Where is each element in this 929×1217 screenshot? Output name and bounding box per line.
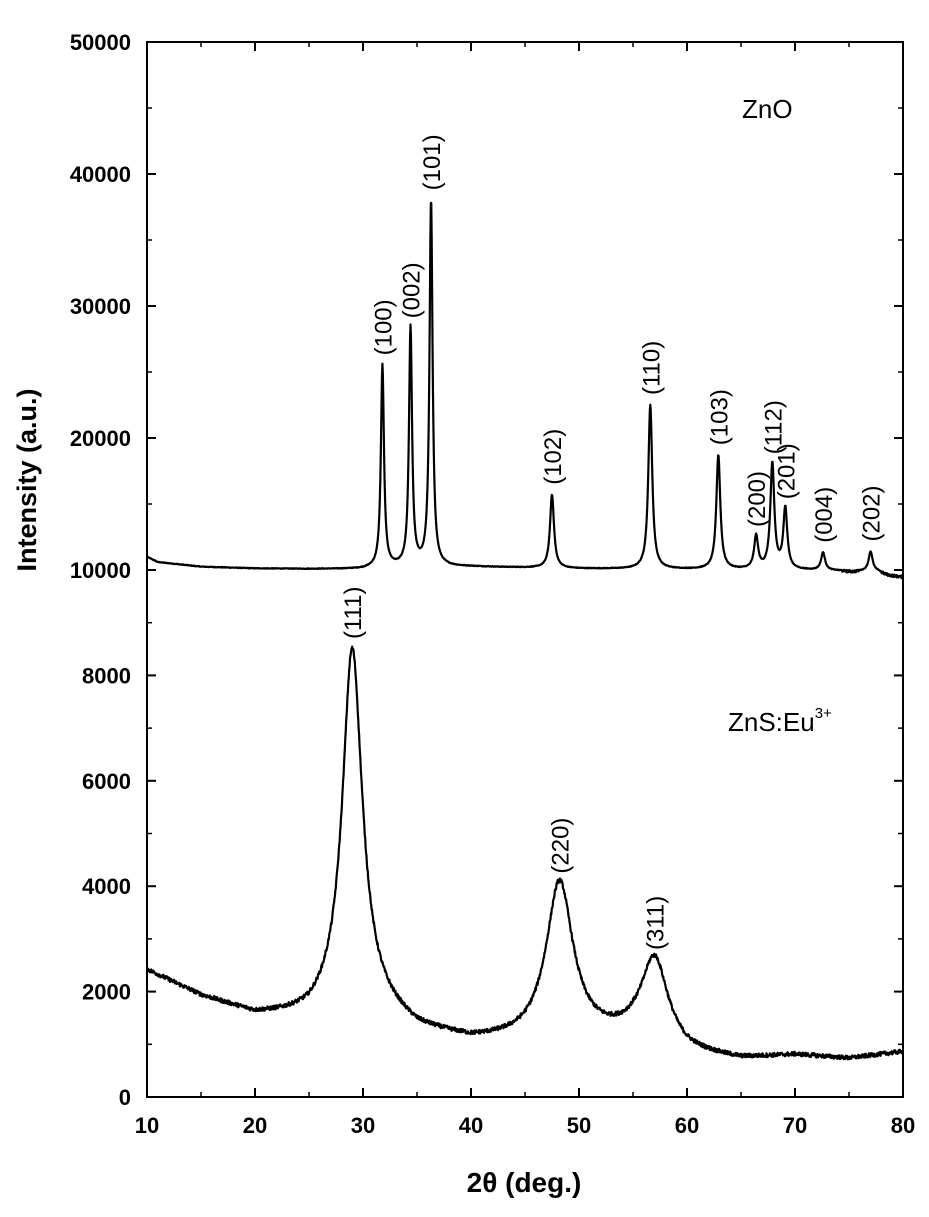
peak-label: (002) bbox=[399, 262, 426, 318]
x-tick-label: 60 bbox=[675, 1113, 699, 1138]
series-name-label: ZnS:Eu3+ bbox=[728, 705, 832, 737]
peak-label: (311) bbox=[643, 896, 670, 950]
y-axis-title: Intensity (a.u.) bbox=[12, 388, 42, 571]
y-tick-label: 30000 bbox=[70, 294, 131, 319]
series-name-superscript: 3+ bbox=[815, 705, 832, 722]
y-tick-label: 20000 bbox=[70, 426, 131, 451]
y-tick-label: 8000 bbox=[82, 663, 131, 688]
x-tick-label: 20 bbox=[243, 1113, 267, 1138]
peak-label: (101) bbox=[419, 134, 446, 190]
peak-label: (110) bbox=[638, 341, 665, 395]
peak-label: (202) bbox=[859, 485, 886, 541]
series-line-zno bbox=[146, 201, 904, 580]
peak-label: (102) bbox=[540, 429, 567, 485]
peak-label: (201) bbox=[773, 443, 800, 499]
series-layer bbox=[145, 201, 905, 1061]
y-tick-label: 50000 bbox=[70, 30, 131, 55]
peak-label: (220) bbox=[548, 818, 575, 874]
y-tick-label: 10000 bbox=[70, 558, 131, 583]
x-tick-label: 50 bbox=[567, 1113, 591, 1138]
peak-label: (200) bbox=[744, 471, 771, 527]
series-name-label: ZnO bbox=[742, 94, 793, 124]
x-tick-label: 70 bbox=[783, 1113, 807, 1138]
labels-layer: (100)(002) (101) (102) (110) (103) (200) (112)… bbox=[340, 94, 885, 950]
peak-label: (112) bbox=[760, 400, 787, 454]
axes: 10 20 30 40 50 60 70 80 0 2000 4000 6000 8000 10000 20… bbox=[70, 30, 915, 1138]
y-tick-label: 0 bbox=[119, 1085, 131, 1110]
peak-label: (100) bbox=[370, 299, 397, 355]
y-tick-label: 2000 bbox=[82, 980, 131, 1005]
series-name-main: ZnS:Eu bbox=[728, 707, 815, 737]
series-name-main: ZnO bbox=[742, 94, 793, 124]
x-axis-title: 2θ (deg.) bbox=[467, 1167, 582, 1198]
x-tick-label: 80 bbox=[891, 1113, 915, 1138]
x-tick-label: 10 bbox=[135, 1113, 159, 1138]
series-line-zns bbox=[145, 645, 905, 1061]
y-tick-label: 4000 bbox=[82, 874, 131, 899]
peak-label: (111) bbox=[340, 587, 367, 639]
x-tick-label: 40 bbox=[459, 1113, 483, 1138]
x-tick-label: 30 bbox=[351, 1113, 375, 1138]
peak-label: (103) bbox=[706, 389, 733, 445]
peak-label: (004) bbox=[811, 487, 838, 543]
y-tick-label: 6000 bbox=[82, 769, 131, 794]
y-tick-label: 40000 bbox=[70, 162, 131, 187]
